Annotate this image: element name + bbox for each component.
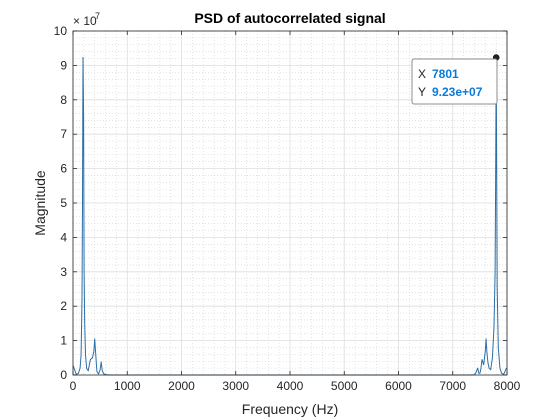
y-tick-label: 9 <box>60 58 67 72</box>
y-tick-label: 6 <box>60 162 67 176</box>
y-tick-label: 3 <box>60 265 67 279</box>
axis-tick-labels: 0 1000 2000 3000 4000 5000 6000 7000 8000 0 1 2 3 4 5 6… <box>54 24 521 393</box>
x-tick-label: 8000 <box>494 379 521 393</box>
y-tick-label: 1 <box>60 334 67 348</box>
x-tick-label: 1000 <box>114 379 141 393</box>
x-axis-label: Frequency (Hz) <box>242 401 338 417</box>
y-exponent-base: × 10 <box>73 14 97 28</box>
y-tick-label: 7 <box>60 127 67 141</box>
chart-title: PSD of autocorrelated signal <box>194 10 385 26</box>
datatip-box <box>411 58 498 105</box>
y-tick-label: 0 <box>60 368 67 382</box>
y-tick-label: 2 <box>60 299 67 313</box>
datatip[interactable]: X 7801 Y 9.23e+07 <box>411 58 498 105</box>
x-tick-label: 5000 <box>331 379 358 393</box>
axis-ticks <box>72 30 508 376</box>
x-tick-label: 4000 <box>277 379 304 393</box>
x-tick-label: 0 <box>70 379 77 393</box>
datatip-x-label: X <box>418 67 426 81</box>
y-tick-label: 10 <box>54 24 68 38</box>
x-tick-label: 3000 <box>222 379 249 393</box>
datatip-x-value: 7801 <box>432 67 459 81</box>
y-exponent-power: 7 <box>95 11 100 21</box>
x-tick-label: 2000 <box>168 379 195 393</box>
y-tick-label: 5 <box>60 196 67 210</box>
datatip-y-label: Y <box>418 85 426 99</box>
x-tick-label: 7000 <box>439 379 466 393</box>
x-tick-label: 6000 <box>385 379 412 393</box>
y-tick-label: 8 <box>60 93 67 107</box>
y-tick-label: 4 <box>60 230 67 244</box>
y-axis-label: Magnitude <box>32 170 48 236</box>
datatip-y-value: 9.23e+07 <box>432 85 483 99</box>
y-exponent-label: × 10 7 <box>73 11 100 28</box>
